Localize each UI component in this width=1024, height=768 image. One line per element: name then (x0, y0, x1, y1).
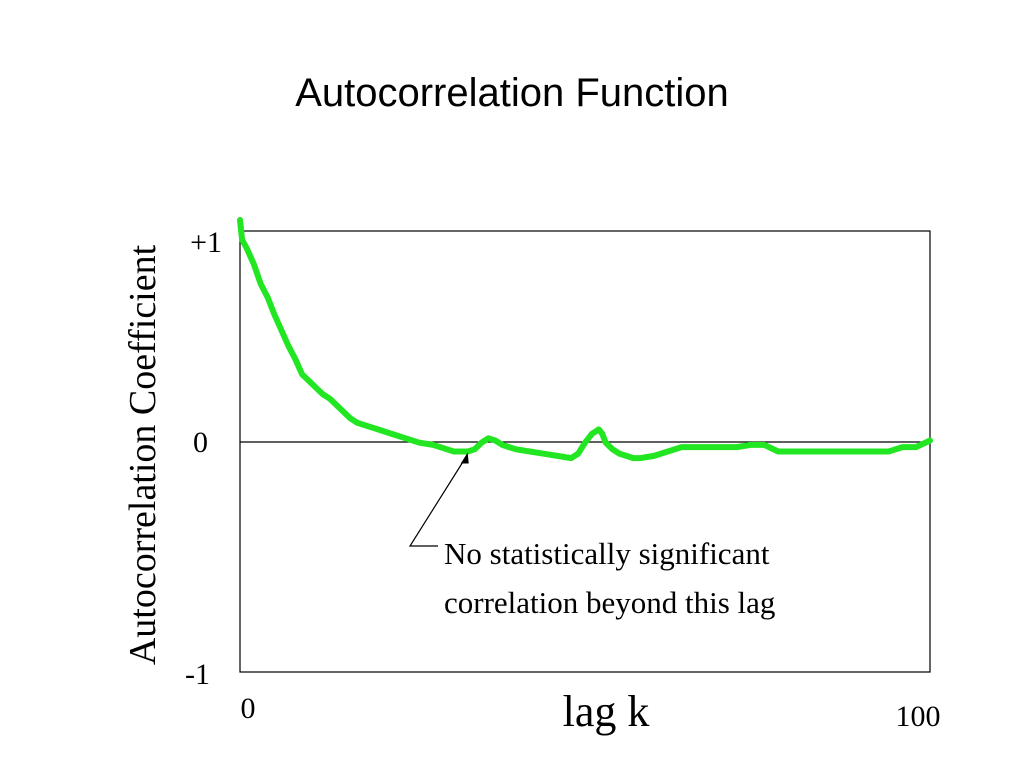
y-axis-label: Autocorrelation Coefficient (122, 244, 164, 665)
annotation-arrow-head (460, 452, 469, 464)
plot-frame (239, 230, 931, 673)
x-tick-min: 0 (241, 692, 256, 725)
acf-series-line (237, 217, 933, 462)
x-axis-label: lag k (563, 687, 650, 736)
chart-title: Autocorrelation Function (295, 71, 729, 115)
y-tick-bottom: -1 (185, 658, 210, 691)
annotation-line-1: No statistically significant (444, 536, 770, 571)
y-tick-top: +1 (190, 226, 222, 259)
annotation-line-2: correlation beyond this lag (444, 585, 775, 620)
y-tick-middle: 0 (193, 426, 208, 459)
x-tick-max: 100 (896, 700, 941, 733)
annotation-arrow-line (408, 457, 467, 547)
